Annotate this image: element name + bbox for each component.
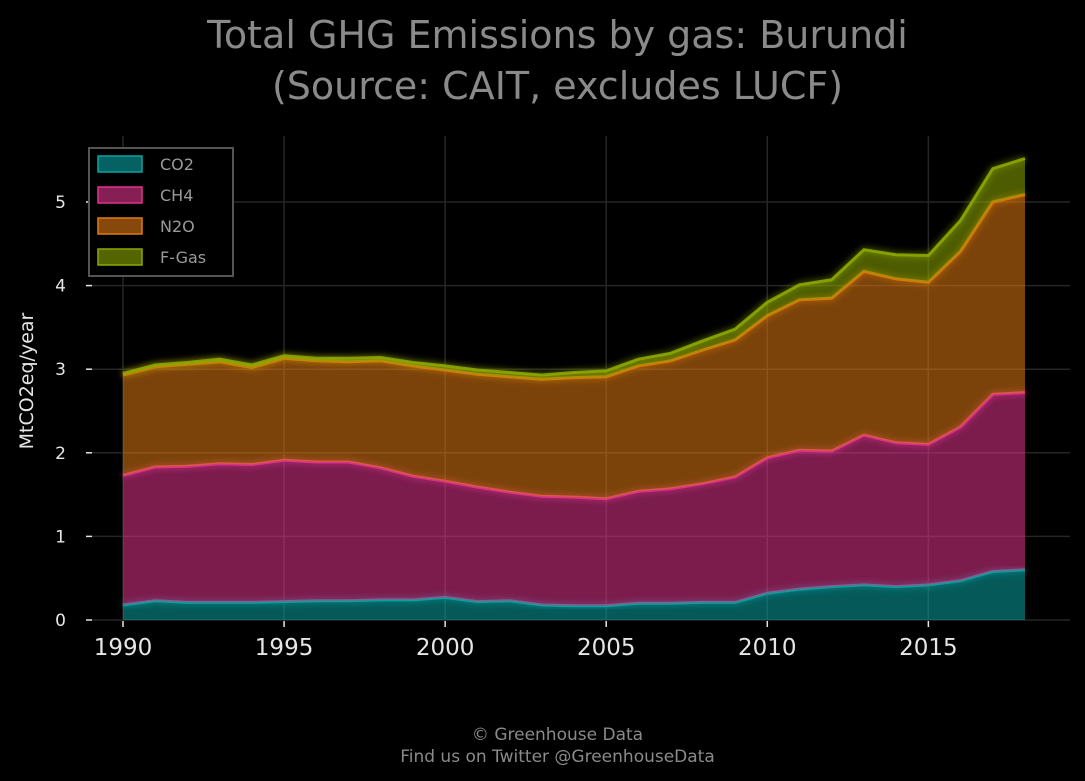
area-co2 [123, 569, 1025, 620]
x-tick-label: 2010 [738, 635, 797, 661]
y-axis-ticks: 0 1 2 3 4 5 [55, 193, 92, 631]
y-tick-label: 4 [55, 277, 66, 297]
y-tick-label: 3 [55, 360, 66, 380]
y-tick-label: 1 [55, 527, 66, 547]
legend: CO2 CH4 N2O F-Gas [88, 147, 234, 277]
chart-subtitle: (Source: CAIT, excludes LUCF) [271, 64, 844, 108]
y-tick-label: 2 [55, 444, 66, 464]
x-tick-label: 2000 [416, 635, 475, 661]
footer: © Greenhouse Data Find us on Twitter @Gr… [0, 724, 1085, 768]
area-ch4 [123, 392, 1025, 606]
legend-label: N2O [160, 217, 195, 236]
x-tick-label: 2015 [899, 635, 958, 661]
legend-swatch [97, 186, 143, 204]
x-tick-label: 1990 [94, 635, 153, 661]
legend-swatch [97, 155, 143, 173]
legend-label: CH4 [160, 186, 193, 205]
line-f-gas [122, 157, 1026, 377]
legend-swatch [97, 217, 143, 235]
footer-copyright: © Greenhouse Data [471, 725, 644, 745]
areas [122, 157, 1026, 620]
x-tick-label: 1995 [255, 635, 314, 661]
chart-title: Total GHG Emissions by gas: Burundi [207, 13, 908, 57]
y-axis-label: MtCO2eq/year [16, 312, 38, 449]
area-n2o [123, 194, 1025, 499]
footer-twitter: Find us on Twitter @GreenhouseData [400, 747, 715, 767]
x-tick-label: 2005 [577, 635, 636, 661]
chart-title-block: Total GHG Emissions by gas: Burundi (Sou… [0, 10, 1085, 112]
legend-label: CO2 [160, 155, 194, 174]
legend-label: F-Gas [160, 248, 206, 267]
y-tick-label: 0 [55, 611, 66, 631]
legend-swatch [97, 248, 143, 266]
x-axis-ticks: 1990 1995 2000 2005 2010 2015 [94, 621, 958, 661]
y-tick-label: 5 [55, 193, 66, 213]
